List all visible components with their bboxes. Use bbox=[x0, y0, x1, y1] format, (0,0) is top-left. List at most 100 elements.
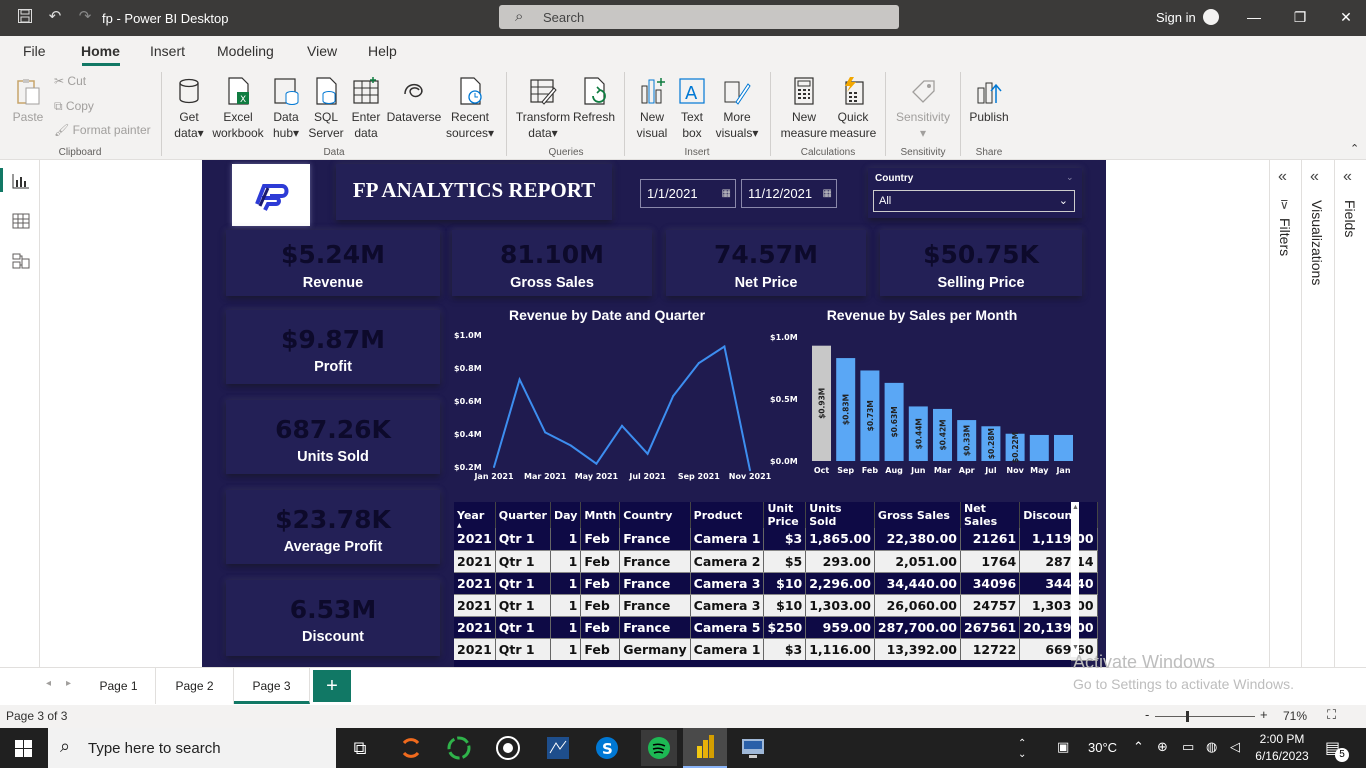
scroll-down-icon[interactable]: ▼ bbox=[1072, 644, 1079, 651]
page-tab-1[interactable]: Page 1 bbox=[82, 668, 156, 704]
line-chart[interactable]: $0.2M $0.4M $0.6M $0.8M $1.0M Jan 2021 Mar 202… bbox=[450, 325, 772, 485]
spotify-icon[interactable] bbox=[641, 730, 677, 766]
skype-icon[interactable]: S bbox=[592, 733, 622, 763]
weather-icon[interactable]: ▣ bbox=[1057, 739, 1070, 754]
sql-server-button[interactable]: SQL Server bbox=[306, 76, 346, 141]
end-date-input[interactable]: 11/12/2021 ▦ bbox=[741, 179, 837, 208]
task-view-icon[interactable]: ⧉ bbox=[353, 738, 367, 758]
table-row[interactable]: 2021 Qtr 1 1 Feb France Camera 5 $250 959.00 287… bbox=[454, 616, 1098, 639]
refresh-button[interactable]: Refresh bbox=[572, 76, 616, 125]
model-view-icon[interactable] bbox=[11, 252, 31, 270]
data-hub-button[interactable]: Data hub▾ bbox=[266, 76, 306, 141]
table-row[interactable]: 2021 Qtr 1 1 Feb Germany Camera 1 $3 1,116.00 13… bbox=[454, 638, 1098, 661]
fields-pane[interactable]: « Fields bbox=[1334, 160, 1366, 667]
get-data-button[interactable]: Get data▾ bbox=[168, 76, 210, 141]
quick-measure-button[interactable]: Quick measure bbox=[828, 76, 878, 141]
column-header[interactable]: Net Sales bbox=[960, 502, 1021, 528]
column-header[interactable]: Quarter bbox=[495, 502, 551, 528]
zoom-out-button[interactable]: - bbox=[1145, 707, 1150, 722]
search-box[interactable]: ⌕ Search bbox=[499, 5, 899, 29]
more-visuals-button[interactable]: More visuals▾ bbox=[712, 76, 762, 141]
add-page-button[interactable]: + bbox=[313, 670, 351, 702]
sensitivity-button[interactable]: Sensitivity ▾ bbox=[893, 76, 953, 141]
minimize-button[interactable]: — bbox=[1247, 9, 1261, 25]
battery-icon[interactable]: ▭ bbox=[1182, 739, 1195, 754]
save-icon[interactable] bbox=[16, 8, 34, 26]
restore-button[interactable]: ❐ bbox=[1293, 9, 1307, 25]
zoom-slider-thumb[interactable] bbox=[1186, 711, 1189, 722]
cut-button[interactable]: ✂ Cut bbox=[54, 74, 86, 88]
collapse-visualizations-icon[interactable]: « bbox=[1310, 168, 1319, 185]
collapse-filters-icon[interactable]: « bbox=[1278, 168, 1287, 185]
collapse-fields-icon[interactable]: « bbox=[1343, 168, 1352, 185]
column-header[interactable]: Country bbox=[619, 502, 691, 528]
column-header[interactable]: Unit Price bbox=[763, 502, 807, 528]
zoom-in-button[interactable]: + bbox=[1260, 707, 1268, 722]
zoom-slider[interactable] bbox=[1155, 716, 1255, 717]
new-visual-button[interactable]: New visual bbox=[632, 76, 672, 141]
table-row[interactable]: 2021 Qtr 1 1 Feb France Camera 1 $3 1,865.00 22,… bbox=[454, 528, 1098, 551]
collapse-ribbon-icon[interactable]: ⌃ bbox=[1350, 143, 1360, 155]
transform-data-button[interactable]: Transform data▾ bbox=[514, 76, 572, 141]
copy-button[interactable]: ⧉ Copy bbox=[54, 99, 94, 114]
tab-file[interactable]: File bbox=[23, 43, 46, 59]
tab-help[interactable]: Help bbox=[368, 43, 397, 59]
tab-insert[interactable]: Insert bbox=[150, 43, 186, 59]
tab-home[interactable]: Home bbox=[81, 43, 120, 59]
network-icon[interactable]: ⊕ bbox=[1157, 739, 1168, 754]
page-tab-2[interactable]: Page 2 bbox=[156, 668, 234, 704]
country-dropdown[interactable]: All ⌄ bbox=[873, 190, 1075, 212]
column-header[interactable]: Product bbox=[690, 502, 765, 528]
avatar[interactable] bbox=[1203, 9, 1219, 25]
speaker-icon[interactable]: ◁ bbox=[1230, 739, 1240, 754]
table-row[interactable]: 2021 Qtr 1 1 Feb France Camera 3 $10 1,303.00 26… bbox=[454, 594, 1098, 617]
paste-button[interactable]: Paste bbox=[10, 76, 46, 125]
scroll-left-icon[interactable]: ◂ bbox=[46, 678, 52, 689]
column-header[interactable]: Year ▲ bbox=[454, 502, 496, 529]
whatsapp-icon[interactable] bbox=[493, 733, 523, 763]
table-row[interactable]: 2021 Qtr 1 1 Feb France Camera 2 $5 293.00 2,051… bbox=[454, 550, 1098, 573]
page-tab-3[interactable]: Page 3 bbox=[234, 668, 310, 704]
weather-temp[interactable]: 30°C bbox=[1088, 740, 1118, 755]
globe-icon[interactable]: ◍ bbox=[1206, 739, 1218, 754]
column-header[interactable]: Units Sold bbox=[805, 502, 875, 528]
start-date-input[interactable]: 1/1/2021 ▦ bbox=[640, 179, 736, 208]
column-header[interactable]: Mnth bbox=[580, 502, 621, 528]
fit-to-page-icon[interactable]: ⛶ bbox=[1327, 707, 1337, 722]
filters-pane[interactable]: « ⊽ Filters bbox=[1269, 160, 1301, 667]
power-bi-taskbar-icon[interactable] bbox=[683, 728, 727, 768]
tab-view[interactable]: View bbox=[307, 43, 338, 59]
new-measure-button[interactable]: New measure bbox=[778, 76, 830, 141]
column-header[interactable]: Day bbox=[550, 502, 582, 528]
visualizations-pane[interactable]: « Visualizations bbox=[1301, 160, 1333, 667]
app-icon-green[interactable] bbox=[444, 733, 474, 763]
windows-start-icon[interactable] bbox=[15, 740, 32, 757]
calendar-icon[interactable]: ▦ bbox=[822, 188, 832, 199]
dataverse-button[interactable]: Dataverse bbox=[386, 76, 442, 125]
taskbar-search[interactable]: ⌕ Type here to search bbox=[48, 728, 336, 768]
bar-chart[interactable]: $0.0M $0.5M $1.0M $0.93M Oct $0.83M Sep $0.73M F… bbox=[762, 325, 1082, 485]
redo-icon[interactable]: ↷ bbox=[78, 8, 92, 25]
clock-date[interactable]: 6/16/2023 bbox=[1255, 749, 1309, 763]
undo-icon[interactable]: ↶ bbox=[48, 8, 62, 25]
column-header[interactable]: Gross Sales bbox=[874, 502, 962, 528]
sign-in-link[interactable]: Sign in bbox=[1156, 10, 1196, 25]
app-icon-blue[interactable] bbox=[543, 733, 573, 763]
table-row[interactable]: 2021 Qtr 1 1 Feb France Camera 3 $10 2,296.00 34… bbox=[454, 572, 1098, 595]
table-scrollbar[interactable]: ▲ ▼ bbox=[1071, 502, 1079, 657]
clock-time[interactable]: 2:00 PM bbox=[1259, 732, 1305, 746]
publish-button[interactable]: Publish bbox=[966, 76, 1012, 125]
slicer-options-icon[interactable]: ⌄ bbox=[1066, 172, 1074, 182]
calendar-icon[interactable]: ▦ bbox=[721, 188, 731, 199]
recent-sources-button[interactable]: Recent sources▾ bbox=[442, 76, 498, 141]
app-icon-orange[interactable] bbox=[396, 733, 426, 763]
tray-overflow-icon[interactable]: ⌃ ⌄ bbox=[1018, 738, 1027, 760]
data-view-icon[interactable] bbox=[11, 212, 31, 230]
format-painter-button[interactable]: 🖌 Format painter bbox=[54, 123, 151, 137]
scroll-right-icon[interactable]: ▸ bbox=[66, 678, 72, 689]
tab-modeling[interactable]: Modeling bbox=[217, 43, 274, 59]
remote-desktop-icon[interactable] bbox=[738, 733, 768, 763]
sales-table[interactable]: Year ▲ Quarter Day Mnth Country Product Unit Pr… bbox=[454, 502, 1098, 661]
text-box-button[interactable]: A Text box bbox=[672, 76, 712, 141]
column-header[interactable]: Discount bbox=[1019, 502, 1098, 528]
